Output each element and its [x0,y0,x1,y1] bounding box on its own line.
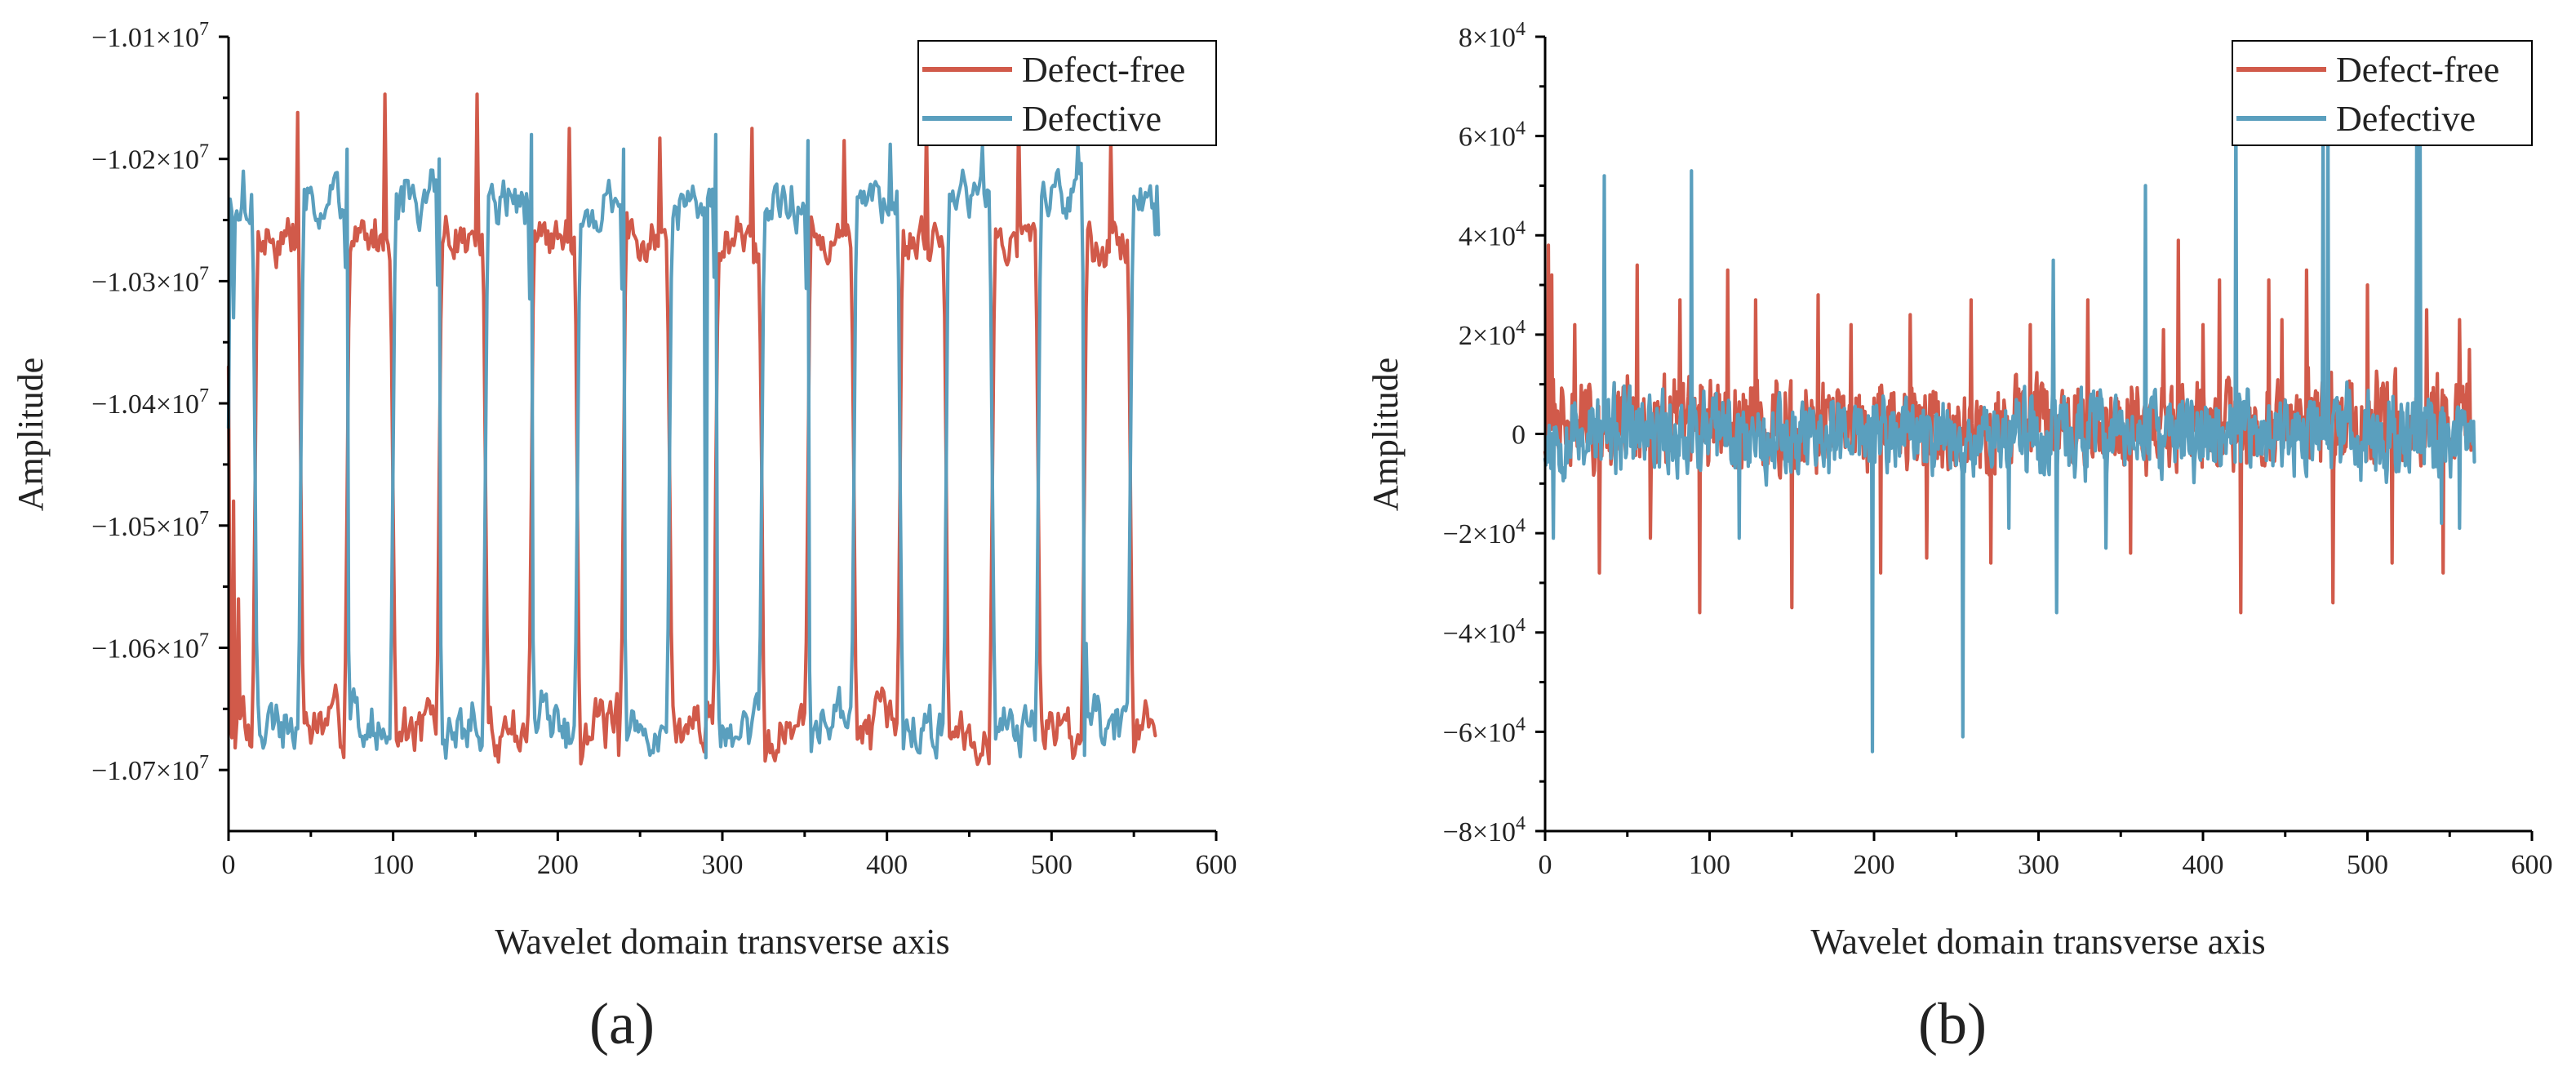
panel-label-a: (a) [589,991,655,1056]
x-tick-label: 300 [2018,850,2059,880]
x-tick-label: 600 [2512,850,2553,880]
legend-label-defective: Defective [2336,99,2476,139]
legend-box-a [917,40,1217,146]
y-tick-label: −1.07×107 [91,752,209,786]
y-axis-title-b: Amplitude [1366,358,1406,511]
series-group-a [226,92,1161,767]
x-axis-title-a: Wavelet domain transverse axis [495,922,949,962]
chart-panel-a: 0 100 200 300 400 500 600 −1.07×107−1.06×107−1… [11,19,1237,1056]
y-axis-title-a: Amplitude [11,358,51,511]
y-tick-label: −1.03×107 [91,263,209,297]
y-tick-label: −1.05×107 [91,508,209,542]
plot-area-a: 0 100 200 300 400 500 600 −1.07×107−1.06×107−1… [91,19,1237,880]
y-ticks-a: −1.07×107 −1.06×107 −1.05×107 −1.04×107 −1.0… [91,19,229,786]
y-tick-label: −1.06×107 [91,629,209,664]
legend-label-defect-free: Defect-free [2336,50,2499,90]
y-tick-label: −1.01×107 [91,19,209,53]
x-ticks-a: 0 100 200 300 400 500 600 [222,831,1237,880]
series-line-defective [226,132,1161,760]
panel-label-b: (b) [1918,991,1987,1056]
y-tick-label: −2×104 [1443,515,1526,549]
y-tick-label: 4×104 [1459,217,1526,251]
x-tick-label: 500 [1031,850,1073,880]
x-tick-label: 0 [1539,850,1552,880]
legend-label-defect-free: Defect-free [1022,50,1185,90]
y-tick-label: 2×104 [1459,317,1526,351]
x-tick-label: 500 [2347,850,2388,880]
x-tick-label: 200 [537,850,579,880]
y-tick-label: 8×104 [1459,19,1526,53]
x-tick-label: 600 [1196,850,1237,880]
series-line-defect-free [226,92,1157,767]
x-tick-label: 400 [2183,850,2224,880]
legend-a: Defect-free Defective [917,40,1217,146]
series-line-defective [1543,89,2476,754]
y-tick-label: −4×104 [1443,615,1526,649]
legend-b: Defect-free Defective [2232,40,2533,146]
chart-panel-b: 0 100 200 300 400 500 600 −8×104 −6×104 −4×104 −2… [1366,19,2553,1056]
x-tick-label: 0 [222,850,236,880]
y-tick-label: −8×104 [1443,813,1526,847]
y-tick-label: −1.02×107 [91,141,209,176]
y-ticks-b: −8×104 −6×104 −4×104 −2×104 0 2×104 4×104 6×104… [1443,19,1545,847]
x-tick-label: 300 [702,850,744,880]
x-ticks-b: 0 100 200 300 400 500 600 [1539,831,2553,880]
x-tick-label: 200 [1854,850,1895,880]
y-tick-label: 6×104 [1459,118,1526,153]
legend-box-b [2232,40,2533,146]
series-group-b [1543,89,2476,754]
x-tick-label: 100 [372,850,414,880]
x-axis-title-b: Wavelet domain transverse axis [1810,922,2265,962]
y-tick-label: −6×104 [1443,714,1526,748]
plot-area-b: 0 100 200 300 400 500 600 −8×104 −6×104 −4×104 −2… [1443,19,2553,880]
y-tick-label: 0 [1512,420,1526,451]
x-tick-label: 400 [866,850,908,880]
legend-label-defective: Defective [1022,99,1161,139]
x-tick-label: 100 [1689,850,1730,880]
y-tick-label: −1.04×107 [91,385,209,420]
